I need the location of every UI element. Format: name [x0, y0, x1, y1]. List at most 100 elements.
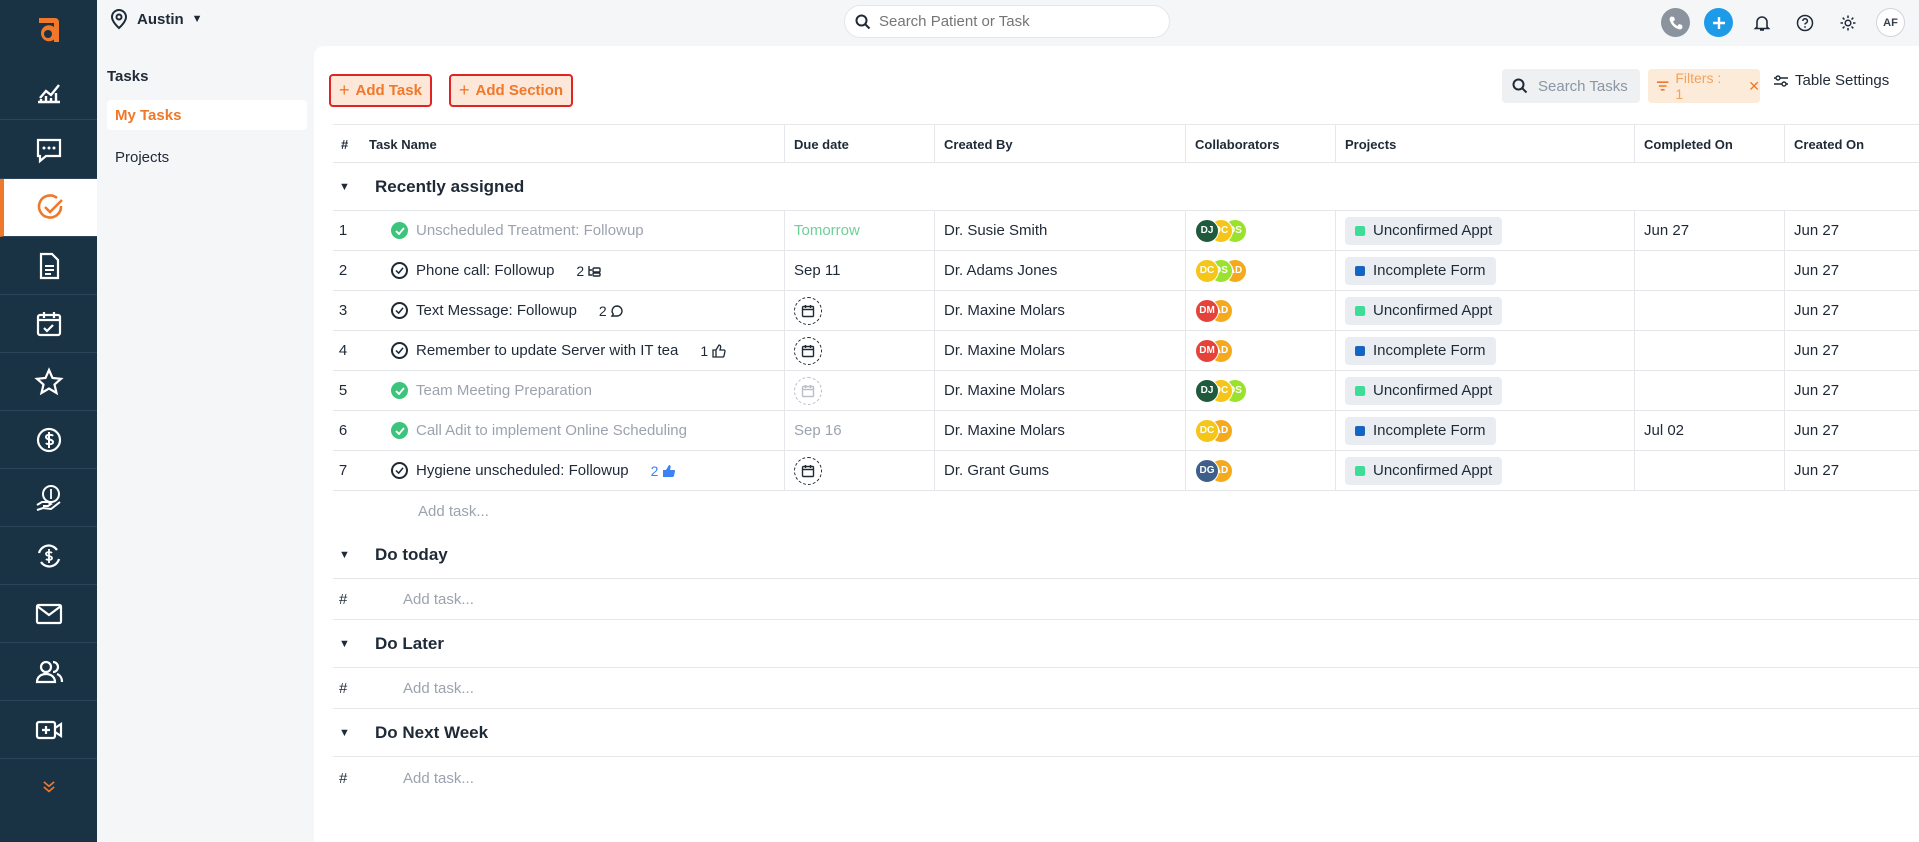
add-task-row[interactable]: # Add task... — [333, 758, 1919, 798]
location-selector[interactable]: Austin ▼ — [109, 8, 203, 30]
task-complete-checkbox[interactable] — [391, 302, 408, 319]
due-cell[interactable] — [794, 371, 822, 410]
table-settings-button[interactable]: Table Settings — [1773, 72, 1889, 89]
task-name[interactable]: Call Adit to implement Online Scheduling — [416, 422, 687, 439]
due-date[interactable]: Sep 16 — [794, 422, 842, 439]
app-logo[interactable] — [0, 0, 97, 60]
settings-button[interactable] — [1833, 8, 1862, 37]
collaborator-avatar[interactable]: DC — [1195, 418, 1219, 443]
project-tag[interactable]: Unconfirmed Appt — [1345, 456, 1503, 485]
col-collaborators[interactable]: Collaborators — [1195, 137, 1280, 152]
project-tag[interactable]: Incomplete Form — [1345, 416, 1496, 445]
help-button[interactable] — [1790, 8, 1819, 37]
project-tag[interactable]: Incomplete Form — [1345, 336, 1496, 365]
section-do-next-week[interactable]: ▼ Do Next Week — [333, 709, 1919, 757]
task-complete-checkbox[interactable] — [391, 342, 408, 359]
rail-forms[interactable] — [0, 237, 97, 295]
due-cell[interactable] — [794, 331, 822, 370]
task-name-cell[interactable]: Call Adit to implement Online Scheduling — [391, 411, 687, 450]
project-cell[interactable]: Incomplete Form — [1345, 251, 1496, 290]
rail-analytics[interactable] — [0, 62, 97, 120]
rail-tasks[interactable] — [0, 179, 97, 237]
project-cell[interactable]: Incomplete Form — [1345, 411, 1496, 450]
section-do-later[interactable]: ▼ Do Later — [333, 620, 1919, 668]
collaborator-avatar[interactable]: DM — [1195, 298, 1219, 323]
caret-down-icon[interactable]: ▼ — [339, 637, 350, 650]
rail-billing[interactable] — [0, 411, 97, 469]
subnav-item-my-tasks[interactable]: My Tasks — [107, 100, 307, 130]
project-tag[interactable]: Unconfirmed Appt — [1345, 376, 1503, 405]
task-name[interactable]: Text Message: Followup — [416, 302, 577, 319]
collaborators-cell[interactable]: DC DS AD — [1195, 251, 1247, 290]
project-cell[interactable]: Unconfirmed Appt — [1345, 291, 1503, 330]
project-tag[interactable]: Unconfirmed Appt — [1345, 216, 1503, 245]
rail-recurring[interactable] — [0, 527, 97, 585]
task-row[interactable]: 3 Text Message: Followup 2 Dr. Maxine Molar… — [333, 291, 1919, 331]
add-task-row[interactable]: Add task... — [418, 502, 489, 520]
collaborator-avatar[interactable]: DM — [1195, 338, 1219, 363]
filters-button[interactable]: Filters : 1 ✕ — [1648, 69, 1760, 103]
due-date-picker[interactable] — [794, 376, 822, 405]
clear-filters-icon[interactable]: ✕ — [1748, 77, 1760, 94]
col-created-on[interactable]: Created On — [1794, 137, 1865, 152]
collaborators-cell[interactable]: DC AD — [1195, 411, 1233, 450]
collaborators-cell[interactable]: DG AD — [1195, 451, 1233, 490]
collaborator-avatar[interactable]: DG — [1195, 458, 1219, 483]
user-avatar[interactable]: AF — [1876, 8, 1905, 37]
project-cell[interactable]: Unconfirmed Appt — [1345, 451, 1503, 490]
rail-patients[interactable] — [0, 643, 97, 701]
project-tag[interactable]: Incomplete Form — [1345, 256, 1496, 285]
col-due-date[interactable]: Due date — [794, 137, 849, 152]
task-complete-checkbox[interactable] — [391, 382, 408, 399]
task-complete-checkbox[interactable] — [391, 422, 408, 439]
task-meta[interactable]: 1 — [700, 343, 727, 359]
rail-reviews[interactable] — [0, 353, 97, 411]
collaborators-cell[interactable]: DJ DC DS — [1195, 371, 1247, 410]
due-date-picker[interactable] — [794, 296, 822, 325]
task-name[interactable]: Unscheduled Treatment: Followup — [416, 222, 644, 239]
rail-expand[interactable] — [0, 758, 97, 816]
due-date-picker[interactable] — [794, 456, 822, 485]
task-complete-checkbox[interactable] — [391, 262, 408, 279]
global-search[interactable] — [844, 5, 1170, 38]
task-row[interactable]: 2 Phone call: Followup 2 Sep 11 Dr. Adams Jo… — [333, 251, 1919, 291]
due-cell[interactable] — [794, 451, 822, 490]
add-task-row[interactable]: # Add task... — [333, 580, 1919, 620]
add-button[interactable] — [1704, 8, 1733, 37]
add-task-row[interactable]: # Add task... — [333, 669, 1919, 709]
project-tag[interactable]: Unconfirmed Appt — [1345, 296, 1503, 325]
project-cell[interactable]: Incomplete Form — [1345, 331, 1496, 370]
rail-messages[interactable] — [0, 121, 97, 179]
collaborators-cell[interactable]: DM AD — [1195, 331, 1233, 370]
task-name-cell[interactable]: Hygiene unscheduled: Followup 2 — [391, 451, 677, 490]
task-row[interactable]: 4 Remember to update Server with IT tea 1 D… — [333, 331, 1919, 371]
rail-payments[interactable] — [0, 469, 97, 527]
subnav-item-projects[interactable]: Projects — [115, 148, 170, 166]
col-created-by[interactable]: Created By — [944, 137, 1013, 152]
due-date[interactable]: Sep 11 — [794, 262, 841, 279]
task-name[interactable]: Hygiene unscheduled: Followup — [416, 462, 629, 479]
due-cell[interactable]: Tomorrow — [794, 211, 860, 250]
add-task-button[interactable]: + Add Task — [329, 74, 432, 107]
phone-button[interactable] — [1661, 8, 1690, 37]
task-name-cell[interactable]: Team Meeting Preparation — [391, 371, 592, 410]
section-recently-assigned[interactable]: ▼ Recently assigned — [333, 163, 1919, 211]
col-task-name[interactable]: Task Name — [369, 137, 437, 152]
task-name-cell[interactable]: Text Message: Followup 2 — [391, 291, 624, 330]
rail-mail[interactable] — [0, 585, 97, 643]
caret-down-icon[interactable]: ▼ — [339, 548, 350, 561]
caret-down-icon[interactable]: ▼ — [339, 726, 350, 739]
collaborators-cell[interactable]: DJ DC DS — [1195, 211, 1247, 250]
col-completed-on[interactable]: Completed On — [1644, 137, 1733, 152]
task-name-cell[interactable]: Remember to update Server with IT tea 1 — [391, 331, 727, 370]
collaborator-avatar[interactable]: DJ — [1195, 218, 1219, 243]
task-name[interactable]: Phone call: Followup — [416, 262, 555, 279]
due-cell[interactable]: Sep 11 — [794, 251, 840, 290]
collaborator-avatar[interactable]: DC — [1195, 258, 1219, 283]
due-cell[interactable]: Sep 16 — [794, 411, 842, 450]
col-number[interactable]: # — [341, 137, 349, 152]
task-meta[interactable]: 2 — [651, 463, 678, 479]
task-name-cell[interactable]: Unscheduled Treatment: Followup — [391, 211, 644, 250]
task-name[interactable]: Team Meeting Preparation — [416, 382, 592, 399]
caret-down-icon[interactable]: ▼ — [339, 180, 350, 193]
